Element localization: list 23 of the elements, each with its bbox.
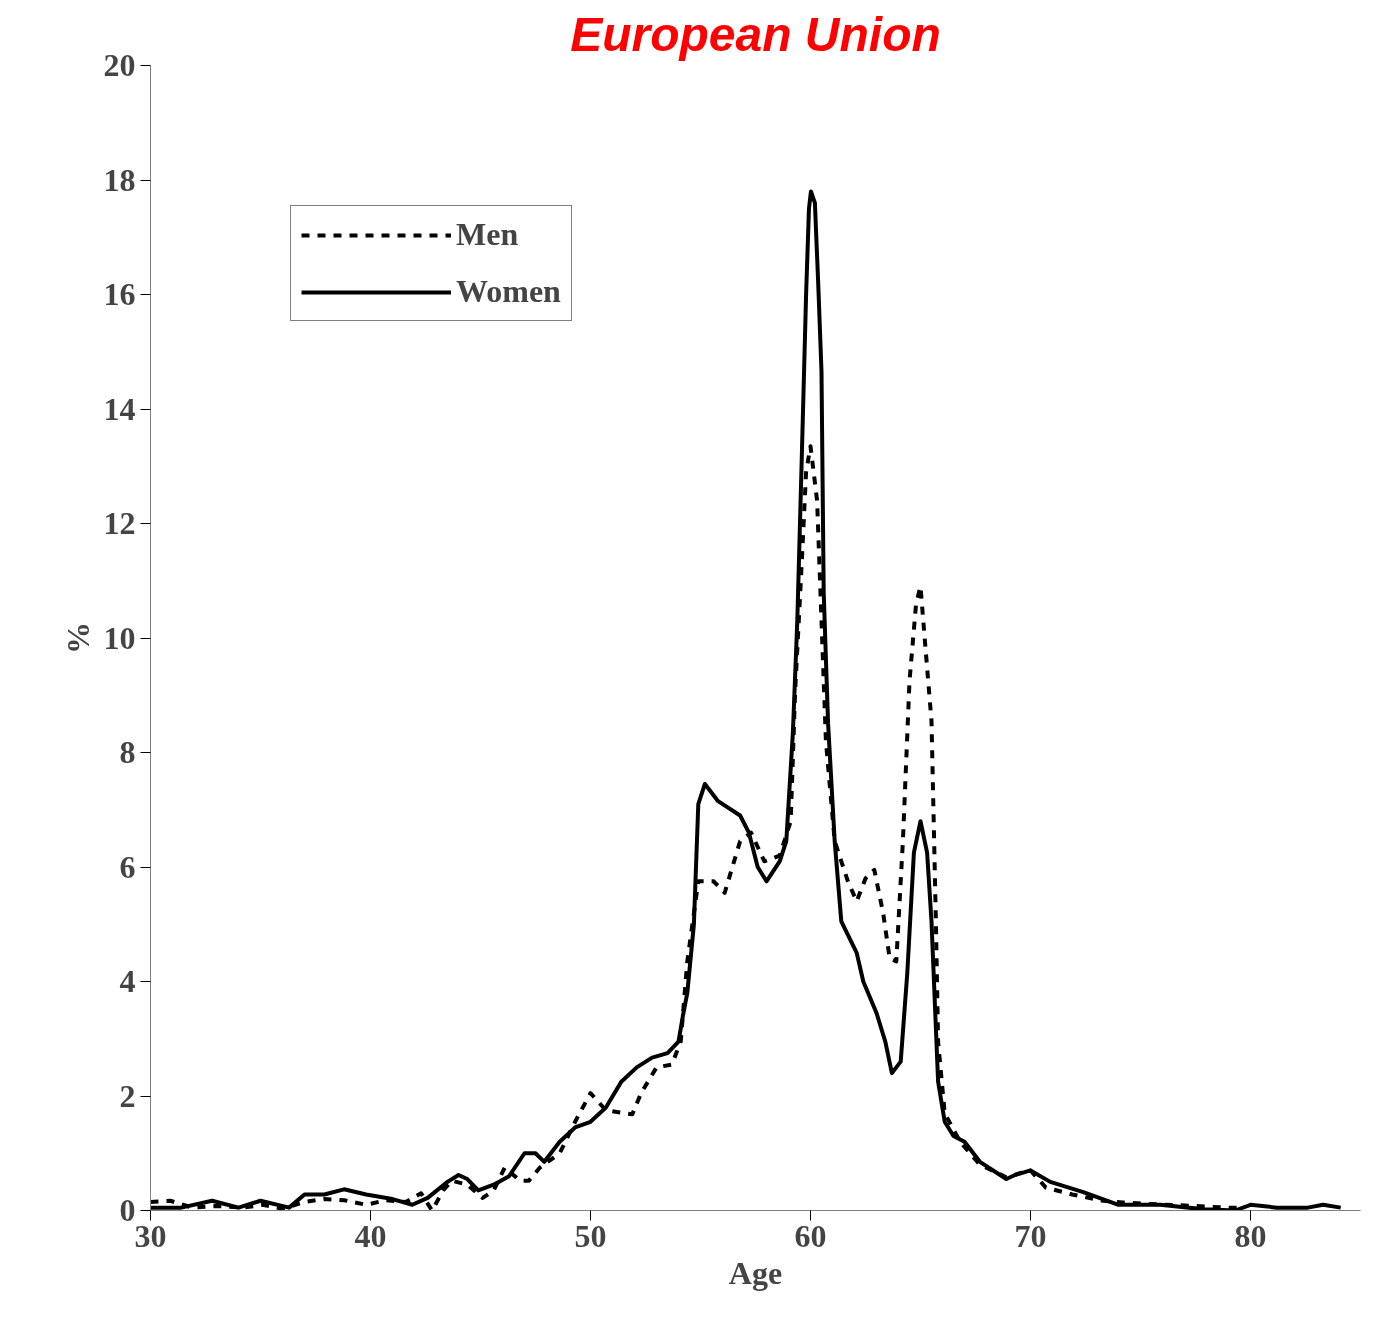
- y-tick-label: 18: [103, 161, 136, 198]
- y-tick-label: 20: [103, 47, 136, 83]
- y-tick-label: 12: [103, 505, 136, 541]
- chart-title: European Union: [570, 7, 941, 61]
- y-tick-label: 14: [103, 390, 136, 427]
- x-tick-label: 30: [134, 1217, 167, 1254]
- x-tick-label: 80: [1234, 1217, 1267, 1254]
- legend-label: Women: [456, 273, 561, 310]
- y-tick-label: 2: [119, 1077, 136, 1114]
- x-axis-title: Age: [728, 1254, 783, 1291]
- y-axis-title: %: [59, 622, 96, 654]
- x-tick-label: 60: [794, 1217, 827, 1254]
- line-series: [150, 189, 1343, 1211]
- y-tick-label: 8: [119, 734, 136, 770]
- y-tick-label: 16: [103, 276, 136, 312]
- y-tick-label: 0: [119, 1192, 136, 1228]
- legend-label: Men: [456, 216, 519, 253]
- y-tick-label: 4: [119, 963, 136, 999]
- x-tick-label: 40: [354, 1217, 387, 1254]
- x-tick-label: 70: [1014, 1217, 1047, 1254]
- y-tick-label: 10: [103, 619, 136, 656]
- x-tick-label: 50: [574, 1217, 607, 1254]
- y-tick-label: 6: [119, 848, 136, 885]
